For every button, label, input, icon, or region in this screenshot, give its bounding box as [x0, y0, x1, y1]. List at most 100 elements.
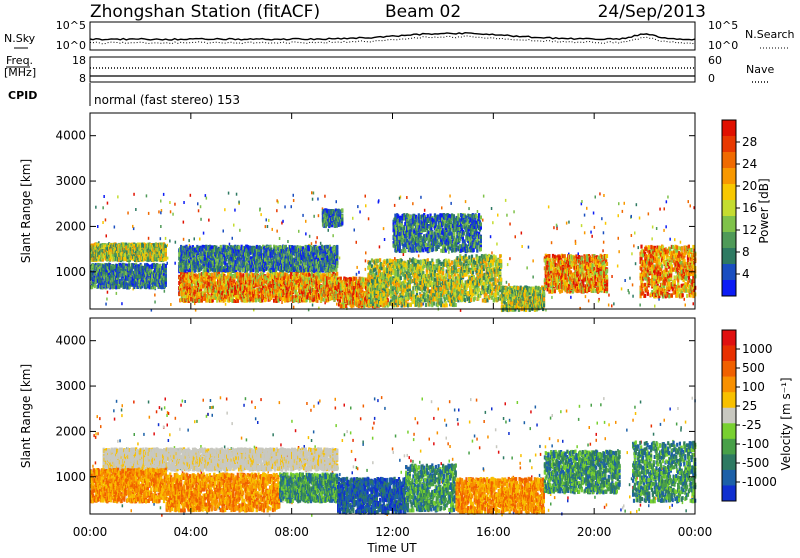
scatter-cell	[170, 210, 172, 213]
scatter-cell	[133, 193, 135, 196]
scatter-cell	[603, 194, 605, 197]
noise-right-tick-top: 10^5	[708, 19, 738, 32]
scatter-cell	[132, 225, 134, 228]
scatter-cell	[305, 232, 307, 235]
scatter-cell	[199, 238, 201, 241]
scatter-cell	[293, 306, 295, 309]
noise-series	[90, 33, 695, 44]
scatter-cell	[357, 205, 359, 208]
scatter-cell	[266, 218, 268, 221]
noise-left-tick-top: 10^5	[56, 19, 86, 32]
scatter-cell	[652, 226, 654, 229]
scatter-cell	[611, 304, 613, 307]
scatter-cell	[167, 257, 169, 260]
freq-tick-bottom: 8	[79, 72, 86, 85]
scatter-cell	[588, 299, 590, 302]
scatter-cell	[165, 237, 167, 240]
scatter-cell	[359, 210, 361, 213]
power-data-layer	[90, 191, 696, 312]
scatter-cell	[422, 303, 424, 306]
scatter-cell	[198, 209, 200, 212]
scatter-cell	[420, 196, 422, 199]
scatter-cell	[317, 198, 319, 201]
scatter-cell	[174, 203, 176, 206]
scatter-cell	[663, 229, 665, 232]
scatter-cell	[238, 201, 240, 204]
noise-left-label: N.Sky	[4, 32, 36, 45]
scatter-cell	[234, 209, 236, 212]
nave-tick-bottom: 0	[708, 72, 715, 85]
freq-tick-top: 18	[72, 54, 86, 67]
scatter-cell	[570, 296, 572, 299]
scatter-cell	[585, 295, 587, 298]
scatter-cell	[354, 229, 356, 232]
scatter-cell	[384, 238, 386, 241]
scatter-cell	[603, 241, 605, 244]
scatter-cell	[595, 196, 597, 199]
scatter-cell	[581, 224, 583, 227]
scatter-cell	[441, 206, 443, 209]
scatter-cell	[320, 242, 322, 245]
scatter-cell	[394, 204, 396, 207]
scatter-cell	[639, 304, 641, 307]
scatter-cell	[336, 200, 338, 203]
scatter-cell	[200, 218, 202, 221]
scatter-cell	[483, 195, 485, 198]
scatter-cell	[497, 214, 499, 217]
date-label: 24/Sep/2013	[598, 2, 706, 22]
scatter-cell	[608, 304, 610, 307]
scatter-cell	[107, 291, 109, 294]
scatter-cell	[584, 214, 586, 217]
scatter-cell	[551, 296, 553, 299]
scatter-cell	[183, 201, 185, 204]
region-cell	[224, 261, 226, 265]
scatter-cell	[160, 200, 162, 203]
scatter-cell	[505, 199, 507, 202]
scatter-cell	[358, 271, 360, 274]
scatter-cell	[311, 191, 313, 194]
scatter-cell	[225, 303, 227, 306]
scatter-cell	[284, 205, 286, 208]
region-cell	[165, 264, 167, 268]
freq-panel-frame	[90, 57, 695, 82]
scatter-cell	[312, 304, 314, 307]
scatter-cell	[639, 217, 641, 220]
scatter-cell	[311, 242, 313, 245]
scatter-cell	[279, 237, 281, 240]
scatter-cell	[332, 234, 334, 237]
region-cell	[263, 268, 265, 272]
scatter-cell	[629, 277, 631, 280]
scatter-cell	[586, 207, 588, 210]
scatter-cell	[680, 241, 682, 244]
scatter-cell	[590, 231, 592, 234]
scatter-cell	[282, 220, 284, 223]
scatter-cell	[509, 223, 511, 226]
scatter-cell	[183, 238, 185, 241]
scatter-cell	[526, 266, 528, 269]
scatter-cell	[197, 202, 199, 205]
noise-right-label: N.Search	[745, 28, 795, 41]
scatter-cell	[309, 235, 311, 238]
scatter-cell	[508, 283, 510, 286]
scatter-cell	[509, 257, 511, 260]
scatter-cell	[654, 305, 656, 308]
scatter-cell	[581, 200, 583, 203]
scatter-cell	[553, 226, 555, 229]
station-title: Zhongshan Station (fitACF)	[90, 2, 320, 22]
scatter-cell	[298, 230, 300, 233]
scatter-cell	[605, 222, 607, 225]
scatter-cell	[566, 222, 568, 225]
scatter-cell	[107, 202, 109, 205]
scatter-cell	[315, 241, 317, 244]
scatter-cell	[490, 235, 492, 238]
scatter-cell	[693, 302, 695, 305]
scatter-cell	[491, 207, 493, 210]
scatter-cell	[302, 214, 304, 217]
scatter-cell	[591, 235, 593, 238]
region-cell	[185, 255, 187, 259]
noise-right-tick-bottom: 10^0	[708, 39, 738, 52]
scatter-cell	[575, 242, 577, 245]
scatter-cell	[638, 246, 640, 249]
scatter-cell	[521, 245, 523, 248]
scatter-cell	[521, 232, 523, 235]
